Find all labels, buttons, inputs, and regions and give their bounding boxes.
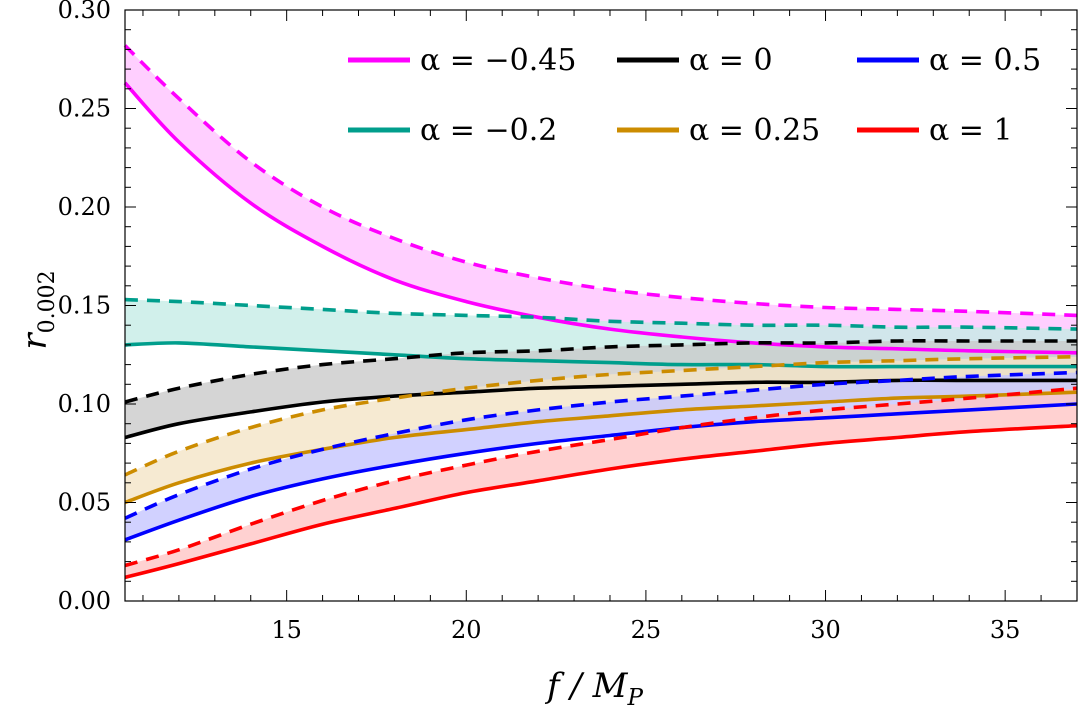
y-tick-label: 0.15 xyxy=(58,292,111,320)
x-tick-label: 20 xyxy=(451,616,482,644)
line-solid-series-5 xyxy=(124,423,1078,580)
line-solid-series-4 xyxy=(124,402,1078,542)
line-solid-series-1 xyxy=(124,341,1077,369)
y-tick-label: 0.25 xyxy=(58,95,111,123)
x-tick-label: 15 xyxy=(271,616,302,644)
legend-item: α = −0.2 xyxy=(348,113,557,148)
legend-item: α = 0.25 xyxy=(617,113,820,148)
axis-ticks: 15 20 25 30 35 0.00 0.05 0.10 0.15 0.20 0.25 0.30 xyxy=(58,0,1078,644)
legend-label: α = 0.5 xyxy=(929,43,1041,78)
legend-item: α = 0.5 xyxy=(857,43,1041,78)
y-tick-label: 0.00 xyxy=(58,587,111,615)
line-dashed-series-3 xyxy=(124,354,1078,477)
y-tick-label: 0.05 xyxy=(58,489,111,517)
y-tick-label: 0.10 xyxy=(58,390,111,418)
line-solid-series-0 xyxy=(123,81,1078,355)
x-tick-label: 30 xyxy=(810,616,841,644)
y-tick-label: 0.20 xyxy=(58,193,111,221)
legend-item: α = 1 xyxy=(857,113,1013,148)
legend-label: α = 1 xyxy=(929,113,1013,148)
y-tick-label: 0.30 xyxy=(58,0,111,24)
line-solid-series-2 xyxy=(124,378,1077,440)
y-axis-label: r0.002 xyxy=(15,270,60,349)
band-series-0 xyxy=(125,45,1077,353)
x-tick-label: 25 xyxy=(631,616,662,644)
series-lines xyxy=(123,44,1078,580)
band-series-5 xyxy=(125,388,1077,578)
legend-label: α = −0.2 xyxy=(420,113,557,148)
x-tick-label: 35 xyxy=(990,616,1021,644)
line-dashed-series-0 xyxy=(123,44,1078,318)
line-dashed-series-2 xyxy=(124,339,1077,404)
y-axis-label-sub: 0.002 xyxy=(35,270,60,333)
legend-item: α = 0 xyxy=(617,43,773,78)
legend-label: α = 0 xyxy=(689,43,773,78)
legend-label: α = −0.45 xyxy=(420,43,576,78)
line-dashed-series-1 xyxy=(124,297,1078,331)
x-axis-label: f / MP xyxy=(544,666,643,708)
line-solid-series-3 xyxy=(124,390,1078,505)
legend: α = −0.45 α = 0 α = 0.5 α = −0.2 α = 0.25 α =… xyxy=(348,43,1041,148)
x-axis-label-sub: P xyxy=(626,685,643,708)
legend-label: α = 0.25 xyxy=(689,113,820,148)
legend-item: α = −0.45 xyxy=(348,43,576,78)
